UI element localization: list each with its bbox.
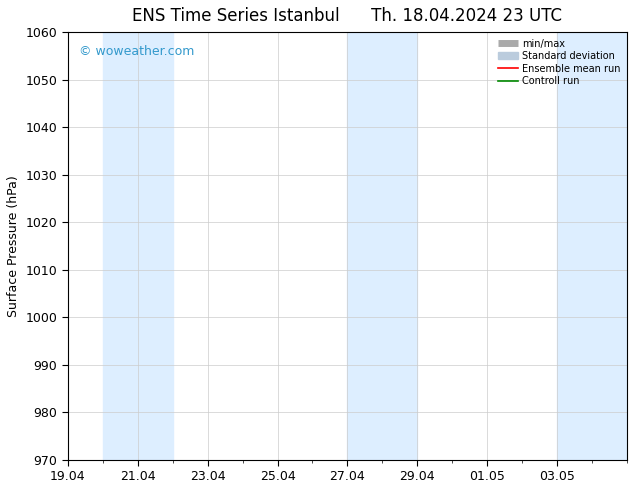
Title: ENS Time Series Istanbul      Th. 18.04.2024 23 UTC: ENS Time Series Istanbul Th. 18.04.2024 … (133, 7, 562, 25)
Bar (103, 32, 172, 460)
Y-axis label: Surface Pressure (hPa): Surface Pressure (hPa) (7, 175, 20, 317)
Bar (347, 32, 417, 460)
Legend: min/max, Standard deviation, Ensemble mean run, Controll run: min/max, Standard deviation, Ensemble me… (495, 35, 624, 90)
Text: © woweather.com: © woweather.com (79, 45, 195, 58)
Bar (557, 32, 627, 460)
